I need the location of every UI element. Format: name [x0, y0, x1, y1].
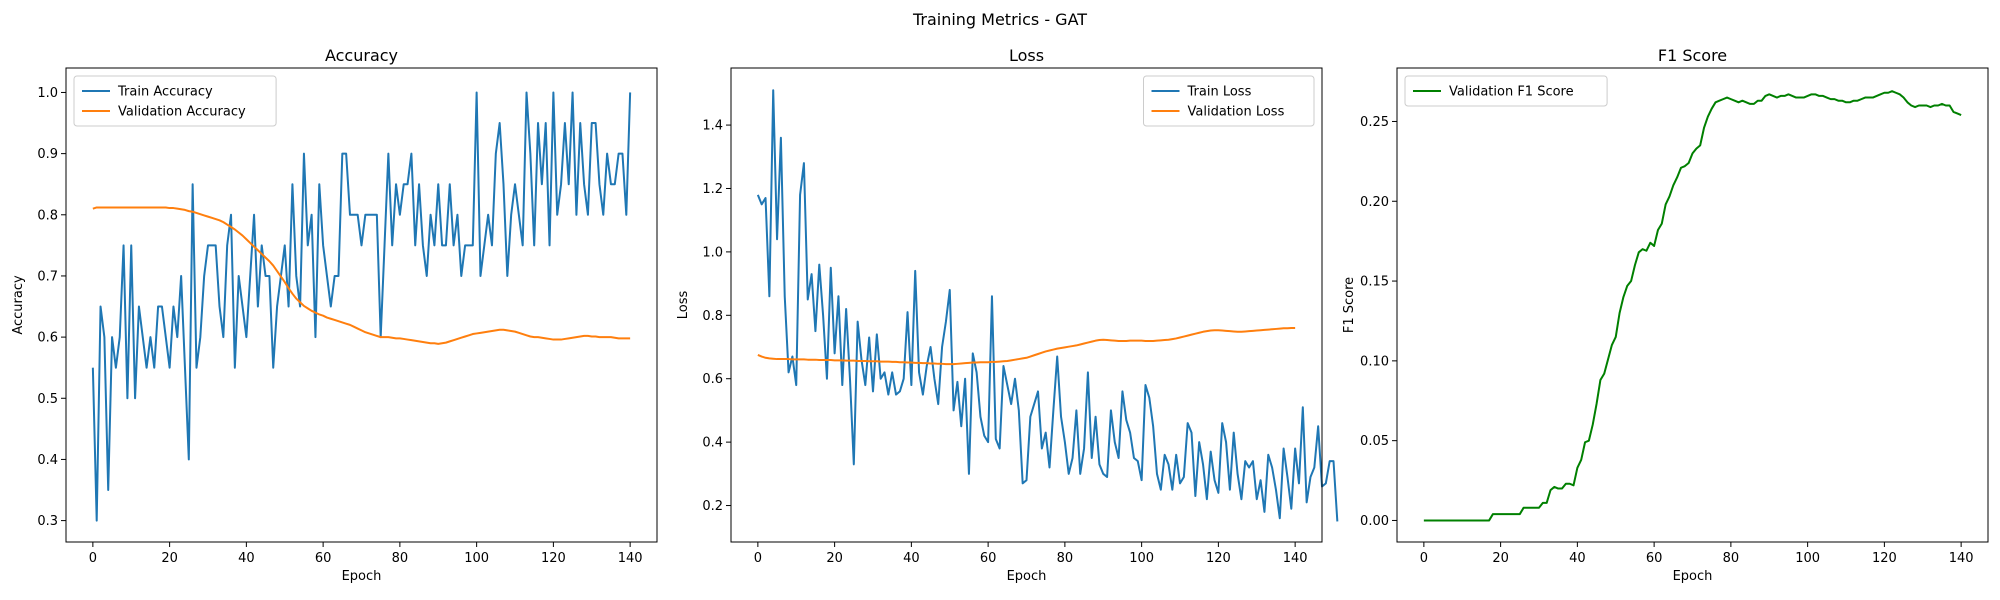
legend: Train Accuracy Validation Accuracy — [73, 75, 277, 127]
x-tick-label: 100 — [1129, 551, 1154, 566]
x-tick-label: 140 — [1949, 551, 1974, 566]
x-axis-label: Epoch — [342, 569, 382, 584]
y-axis-label: Loss — [676, 291, 691, 320]
chart-title: Loss — [1009, 46, 1044, 65]
y-tick-label: 0.00 — [1360, 514, 1389, 529]
y-tick-label: 1.0 — [702, 245, 723, 260]
x-tick-label: 120 — [541, 551, 566, 566]
x-tick-label: 20 — [1492, 551, 1509, 566]
x-tick-label: 60 — [980, 551, 997, 566]
legend-box — [1404, 75, 1608, 107]
y-tick-label: 0.7 — [37, 269, 58, 284]
x-axis-label: Epoch — [1673, 569, 1713, 584]
x-tick-label: 0 — [1420, 551, 1428, 566]
chart-panel-2: 0 20 40 60 80 100 120 140 0.2 0.4 0.6 0.8 1.0 1.2 1.4 L… — [676, 46, 1339, 584]
chart-panel-3: 0 20 40 60 80 100 120 140 0.00 0.05 0.10 0.15 0.20 0.… — [1342, 46, 1989, 584]
y-tick-label: 0.3 — [37, 514, 58, 529]
y-tick-label: 0.10 — [1360, 354, 1389, 369]
x-tick-label: 140 — [618, 551, 643, 566]
x-tick-label: 80 — [1723, 551, 1740, 566]
x-tick-label: 0 — [754, 551, 762, 566]
legend-label: Validation Accuracy — [118, 105, 246, 120]
y-tick-label: 1.0 — [37, 86, 58, 101]
y-tick-label: 1.4 — [702, 119, 723, 134]
legend-label: Validation Loss — [1188, 105, 1285, 120]
y-axis-label: Accuracy — [11, 275, 26, 335]
y-tick-label: 0.9 — [37, 147, 58, 162]
legend: Train Loss Validation Loss — [1143, 75, 1315, 127]
y-tick-label: 1.2 — [702, 182, 723, 197]
x-tick-label: 0 — [89, 551, 97, 566]
x-tick-label: 40 — [1569, 551, 1586, 566]
y-tick-label: 0.2 — [702, 499, 723, 514]
y-tick-label: 0.6 — [37, 331, 58, 346]
chart-title: F1 Score — [1658, 46, 1727, 65]
y-tick-label: 0.20 — [1360, 195, 1389, 210]
x-tick-label: 120 — [1206, 551, 1231, 566]
y-axis-label: F1 Score — [1342, 277, 1357, 333]
x-tick-label: 80 — [392, 551, 409, 566]
x-tick-label: 40 — [903, 551, 920, 566]
y-tick-label: 0.8 — [702, 309, 723, 324]
legend-box — [73, 75, 277, 127]
x-tick-label: 100 — [464, 551, 489, 566]
legend-label: Train Loss — [1187, 85, 1252, 100]
legend-label: Validation F1 Score — [1449, 85, 1574, 100]
series-line-2 — [92, 206, 631, 345]
series-line-1 — [1423, 90, 1962, 522]
chart-title: Accuracy — [325, 46, 398, 65]
figure-title: Training Metrics - GAT — [912, 10, 1088, 29]
x-tick-label: 20 — [161, 551, 178, 566]
y-tick-label: 0.4 — [37, 453, 58, 468]
axes-frame — [730, 67, 1323, 543]
x-tick-label: 40 — [238, 551, 255, 566]
x-axis-label: Epoch — [1007, 569, 1047, 584]
y-tick-label: 0.6 — [702, 372, 723, 387]
x-tick-label: 60 — [1646, 551, 1663, 566]
y-tick-label: 0.4 — [702, 436, 723, 451]
y-tick-label: 0.05 — [1360, 434, 1389, 449]
y-tick-label: 0.25 — [1360, 115, 1389, 130]
y-tick-label: 0.15 — [1360, 275, 1389, 290]
x-tick-label: 20 — [826, 551, 843, 566]
series-line-1 — [91, 91, 632, 522]
legend: Validation F1 Score — [1404, 75, 1608, 107]
chart-panel-1: 0 20 40 60 80 100 120 140 0.3 0.4 0.5 0.6 0.7 0.8 0.9 1… — [11, 46, 658, 584]
series-line-1 — [756, 89, 1339, 522]
axes-frame — [1396, 67, 1989, 543]
series-line-2 — [757, 326, 1296, 366]
y-tick-label: 0.8 — [37, 208, 58, 223]
x-tick-label: 80 — [1057, 551, 1074, 566]
x-tick-label: 100 — [1795, 551, 1820, 566]
legend-label: Train Accuracy — [117, 85, 213, 100]
x-tick-label: 60 — [315, 551, 332, 566]
x-tick-label: 120 — [1872, 551, 1897, 566]
y-tick-label: 0.5 — [37, 392, 58, 407]
legend-box — [1143, 75, 1315, 127]
x-tick-label: 140 — [1283, 551, 1308, 566]
axes-frame — [65, 67, 658, 543]
